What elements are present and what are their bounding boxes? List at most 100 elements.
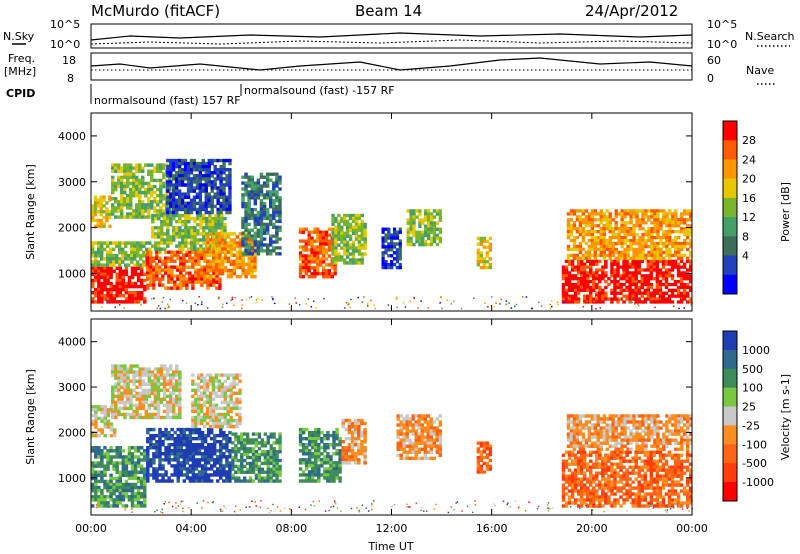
power-cell	[415, 236, 419, 241]
power-cell	[635, 209, 639, 213]
power-cell	[250, 262, 254, 267]
power-cell	[625, 288, 629, 292]
power-cell	[659, 224, 663, 228]
power-cell	[217, 247, 222, 251]
power-cell	[220, 271, 225, 276]
power-cell	[644, 232, 648, 237]
power-cell	[176, 286, 180, 290]
power-cell	[93, 207, 98, 211]
power-cell	[564, 291, 569, 295]
velocity-cell	[238, 412, 242, 417]
power-cell	[324, 272, 329, 276]
power-cell	[157, 216, 161, 221]
power-cell	[130, 253, 134, 258]
power-cell	[641, 215, 645, 219]
velocity-cell	[225, 458, 229, 462]
power-cell	[438, 227, 442, 232]
power-cell	[658, 300, 663, 304]
velocity-cell	[155, 433, 159, 438]
velocity-cell	[97, 455, 101, 459]
power-cell	[120, 166, 124, 170]
velocity-cell	[219, 476, 223, 480]
velocity-cell	[229, 391, 233, 396]
power-cell	[103, 272, 107, 277]
velocity-cell	[123, 406, 127, 411]
power-cell	[360, 252, 364, 256]
power-speckle	[288, 303, 291, 305]
power-cell	[250, 190, 254, 194]
power-cell	[181, 219, 185, 224]
power-cell	[668, 227, 672, 231]
power-cell	[220, 238, 225, 242]
power-cell	[166, 171, 170, 175]
velocity-cell	[94, 476, 98, 481]
power-cell	[169, 235, 173, 239]
power-cell	[653, 221, 657, 225]
power-cell	[232, 247, 237, 251]
power-cell	[564, 277, 569, 281]
power-cell	[193, 238, 197, 242]
power-cell	[619, 291, 623, 295]
power-cell	[319, 257, 323, 261]
power-cell	[346, 252, 350, 256]
power-cell	[616, 285, 620, 290]
power-cell	[133, 253, 137, 258]
velocity-cell	[206, 455, 211, 459]
power-cell	[201, 189, 205, 193]
velocity-cell	[103, 405, 108, 409]
power-speckle	[261, 299, 263, 301]
velocity-cell	[254, 432, 259, 436]
power-cell	[250, 187, 254, 191]
power-cell	[398, 227, 402, 231]
power-cell	[244, 181, 248, 185]
velocity-cell	[146, 449, 150, 453]
power-cell	[570, 294, 575, 298]
power-cell	[169, 198, 173, 203]
power-cell	[198, 174, 203, 178]
power-cell	[133, 244, 137, 249]
power-cell	[265, 190, 270, 194]
velocity-cell	[212, 470, 217, 474]
power-cell	[161, 262, 165, 266]
velocity-cell	[146, 464, 150, 468]
power-cell	[225, 198, 229, 203]
power-cell	[189, 177, 194, 181]
power-cell	[578, 227, 583, 231]
power-cell	[139, 247, 143, 252]
power-cell	[387, 248, 391, 252]
velocity-cell	[123, 403, 127, 408]
power-cell	[616, 282, 620, 287]
power-cell	[278, 178, 282, 182]
velocity-cell	[100, 452, 104, 456]
power-cell	[166, 223, 170, 227]
velocity-cell	[223, 421, 227, 426]
power-cell	[179, 256, 183, 260]
power-cell	[653, 224, 657, 228]
power-cell	[655, 288, 660, 292]
velocity-cell	[217, 385, 222, 389]
power-cell	[659, 227, 663, 231]
power-cell	[573, 294, 578, 298]
power-speckle	[551, 300, 553, 302]
power-cell	[307, 263, 311, 267]
power-cell	[136, 284, 141, 289]
velocity-cell	[205, 394, 210, 399]
power-cell	[579, 271, 584, 275]
power-cell	[170, 268, 174, 272]
power-cell	[683, 227, 687, 231]
velocity-cell	[225, 470, 229, 474]
power-cell	[235, 235, 239, 239]
velocity-cell	[143, 452, 147, 456]
velocity-cell	[112, 482, 116, 487]
power-speckle	[586, 300, 588, 303]
velocity-cell	[161, 467, 165, 471]
velocity-cell	[158, 427, 162, 432]
power-cell	[123, 172, 127, 177]
power-cell	[155, 277, 159, 281]
power-cell	[210, 198, 214, 203]
power-cell	[390, 262, 394, 267]
power-cell	[649, 268, 654, 272]
power-speckle	[499, 303, 501, 305]
power-speckle	[363, 296, 365, 298]
power-cell	[688, 262, 693, 266]
